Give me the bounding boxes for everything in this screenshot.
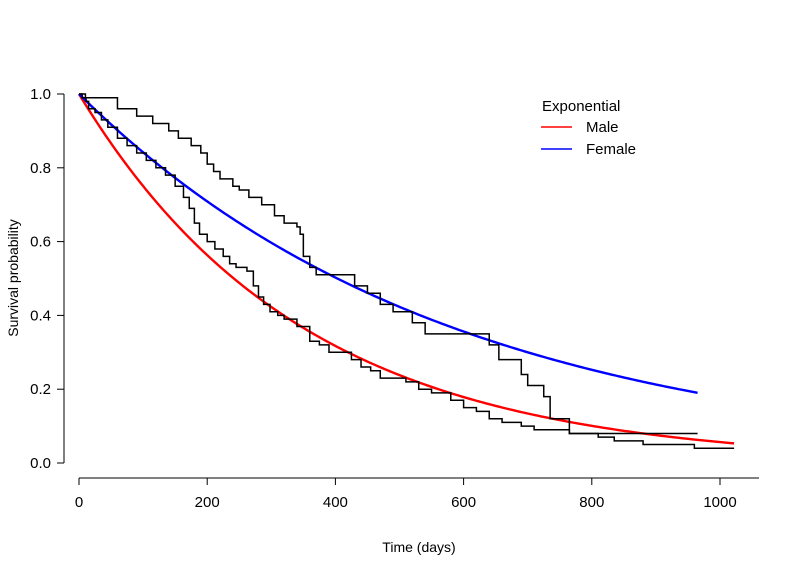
fit-curve-female [78, 93, 698, 395]
legend-label-male: Male [586, 119, 619, 136]
y-axis-title: Survival probability [5, 219, 21, 337]
x-tick-label: 600 [451, 494, 476, 511]
y-tick-label: 1.0 [30, 86, 51, 103]
y-tick-label: 0.4 [30, 307, 51, 324]
y-tick-label: 0.6 [30, 234, 51, 251]
x-tick-label: 200 [195, 494, 220, 511]
x-tick-label: 0 [75, 494, 83, 511]
y-tick-label: 0.2 [30, 381, 51, 398]
km-step-curve-2 [79, 93, 735, 449]
plot-area [77, 93, 735, 449]
legend-title: Exponential [542, 98, 620, 115]
axes: 0 200 400 600 800 1000 0.0 0.2 0.4 0.6 0.8 1.0 [30, 86, 759, 511]
y-tick-label: 0.0 [30, 455, 51, 472]
legend: Exponential Male Female [541, 98, 636, 158]
legend-label-female: Female [586, 141, 636, 158]
y-tick-label: 0.8 [30, 160, 51, 177]
x-tick-label: 1000 [703, 494, 736, 511]
km-step-curve-3 [79, 93, 698, 435]
x-axis-title: Time (days) [382, 539, 455, 555]
x-tick-label: 400 [323, 494, 348, 511]
x-tick-label: 800 [579, 494, 604, 511]
fit-curve-male [77, 93, 735, 445]
